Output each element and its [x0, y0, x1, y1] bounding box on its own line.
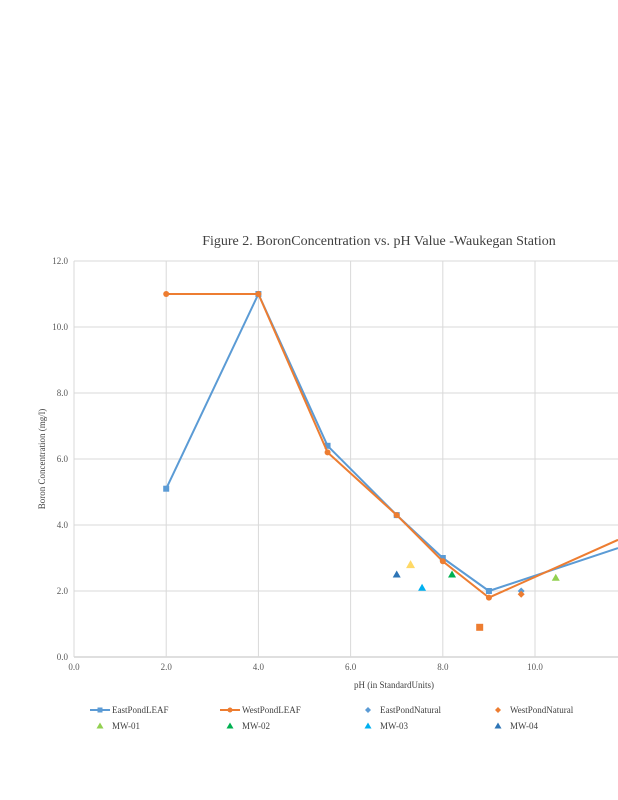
legend-swatch-marker — [97, 707, 103, 713]
series-line-WestPondLEAF — [166, 293, 618, 599]
y-tick-label: 6.0 — [57, 454, 69, 464]
legend-swatch-marker — [227, 707, 233, 713]
data-point-unlabeled — [476, 623, 484, 631]
legend-swatch-marker — [365, 707, 371, 713]
data-point-WestPondLEAF — [255, 291, 262, 297]
data-point-EastPondLEAF — [485, 588, 492, 594]
data-point-MW-01 — [551, 573, 560, 581]
data-point-EastPondLEAF — [324, 442, 331, 449]
legend-swatch-marker — [495, 707, 501, 713]
x-axis-label: pH (in StandardUnits) — [354, 680, 434, 690]
grid-lines — [73, 260, 618, 658]
legend-label: WestPondNatural — [510, 705, 574, 715]
legend-label: MW-04 — [510, 721, 538, 731]
data-point-WestPondLEAF — [393, 512, 400, 519]
y-tick-label: 4.0 — [57, 520, 69, 530]
data-point-unlabeled — [406, 560, 416, 569]
y-tick-label: 8.0 — [57, 388, 69, 398]
x-tick-label: 10.0 — [527, 662, 543, 672]
data-point-WestPondLEAF — [485, 594, 492, 601]
legend-label: EastPondLEAF — [112, 705, 169, 715]
data-series — [163, 291, 618, 631]
y-tick-label: 0.0 — [57, 652, 69, 662]
data-point-WestPondLEAF — [324, 449, 331, 456]
data-point-EastPondLEAF — [439, 555, 446, 561]
axis-tick-labels: 0.0 2.0 4.0 6.0 8.0 10.0 12.0 0.0 2.0 4.0 6.0 8.0 10… — [52, 256, 543, 672]
data-point-MW-04 — [392, 570, 401, 578]
data-point-WestPondLEAF — [439, 558, 446, 565]
chart-title: Figure 2. BoronConcentration vs. pH Valu… — [202, 234, 556, 249]
legend-label: MW-03 — [380, 721, 408, 731]
data-point-EastPondLEAF — [163, 485, 170, 492]
legend-label: EastPondNatural — [380, 705, 441, 715]
legend: EastPondLEAF WestPondLEAF EastPondNatural W… — [90, 705, 574, 731]
data-point-MW-02 — [448, 570, 457, 578]
data-point-WestPondLEAF — [163, 291, 170, 297]
legend-swatch-marker — [494, 722, 502, 729]
y-tick-label: 12.0 — [52, 256, 68, 266]
legend-swatch-marker — [226, 722, 234, 729]
x-tick-label: 2.0 — [161, 662, 173, 672]
series-line-EastPondLEAF — [165, 293, 618, 592]
legend-swatch-marker — [364, 722, 372, 729]
x-tick-label: 8.0 — [437, 662, 449, 672]
data-point-MW-03 — [418, 583, 427, 591]
x-tick-label: 0.0 — [68, 662, 80, 672]
data-point-WestPondNatural — [517, 590, 525, 598]
legend-label: MW-02 — [242, 721, 270, 731]
y-tick-label: 10.0 — [52, 322, 68, 332]
x-tick-label: 6.0 — [345, 662, 357, 672]
legend-label: WestPondLEAF — [242, 705, 301, 715]
y-axis-label: Boron Concentration (mg/l) — [37, 409, 47, 509]
legend-swatch-marker — [96, 722, 104, 729]
y-tick-label: 2.0 — [57, 586, 69, 596]
x-tick-label: 4.0 — [253, 662, 265, 672]
legend-label: MW-01 — [112, 721, 140, 731]
